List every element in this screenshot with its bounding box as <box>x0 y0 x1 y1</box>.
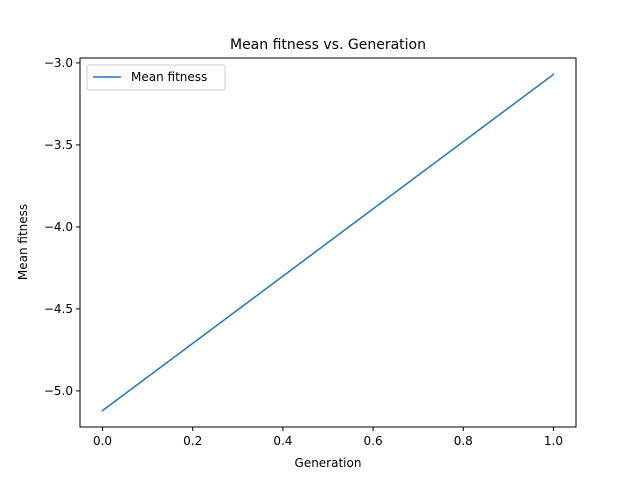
y-tick-label: −5.0 <box>44 384 73 398</box>
series-line <box>101 73 555 412</box>
y-tick-label: −3.0 <box>44 56 73 70</box>
plot-area <box>79 57 577 428</box>
legend-box <box>86 64 226 91</box>
y-axis-label: Mean fitness <box>16 204 30 280</box>
y-tick-label: −3.5 <box>44 138 73 152</box>
legend: Mean fitness <box>86 64 226 91</box>
y-axis: −5.0 −4.5 −4.0 −3.5 −3.0 <box>44 56 80 398</box>
x-tick-label: 0.4 <box>273 434 292 448</box>
y-tick-label: −4.0 <box>44 220 73 234</box>
x-tick-label: 0.8 <box>454 434 473 448</box>
x-axis: 0.0 0.2 0.4 0.6 0.8 1.0 <box>93 427 563 448</box>
series-layer <box>101 73 555 412</box>
y-tick-label: −4.5 <box>44 302 73 316</box>
x-tick-label: 0.2 <box>183 434 202 448</box>
axes-frame <box>79 57 577 428</box>
x-axis-label: Generation <box>295 456 362 470</box>
x-tick-label: 0.6 <box>364 434 383 448</box>
chart-title: Mean fitness vs. Generation <box>230 37 426 53</box>
legend-label: Mean fitness <box>131 70 207 84</box>
x-tick-label: 0.0 <box>93 434 112 448</box>
x-tick-label: 1.0 <box>544 434 563 448</box>
